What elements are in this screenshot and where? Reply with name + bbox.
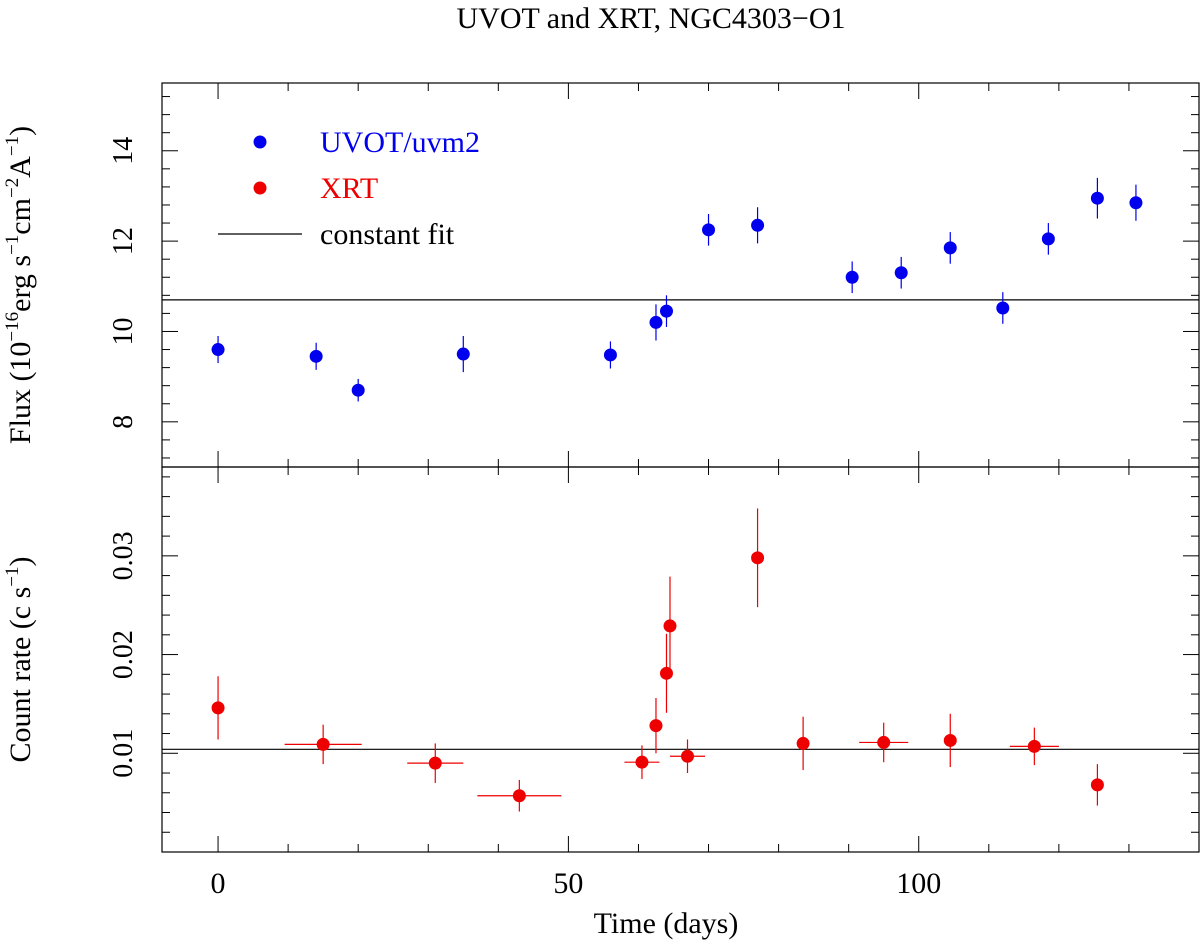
ylabel-superscript: −2 [2, 178, 23, 198]
top-y-tick-label: 14 [108, 137, 139, 165]
bottom-data-point [428, 756, 442, 770]
top-data-point [309, 349, 323, 363]
bottom-data-point [512, 789, 526, 803]
top-data-point [351, 383, 365, 397]
legend-marker [253, 181, 267, 195]
ylabel-superscript: −1 [2, 567, 23, 587]
top-data-point [603, 348, 617, 362]
x-tick-label: 100 [896, 867, 941, 900]
bottom-data-point [635, 755, 649, 769]
top-data-point [894, 266, 908, 280]
bottom-y-tick-label: 0.03 [108, 531, 139, 580]
bottom-panel-frame [161, 466, 1200, 853]
top-y-tick-label: 12 [108, 227, 139, 255]
top-data-point [996, 301, 1010, 315]
bottom-data-point [796, 736, 810, 750]
bottom-data-point [943, 733, 957, 747]
bottom-y-tick-label: 0.01 [108, 729, 139, 778]
top-data-point [1129, 196, 1143, 210]
bottom-data-point [659, 666, 673, 680]
top-data-point [1041, 232, 1055, 246]
top-panel-frame [161, 82, 1200, 468]
x-tick-label: 50 [553, 867, 583, 900]
ylabel-segment: Count rate (c s [4, 587, 37, 763]
bottom-y-axis-label: Count rate (c s−1) [2, 557, 37, 763]
top-data-point [1090, 191, 1104, 205]
top-data-point [211, 343, 225, 357]
top-y-axis-label: Flux (10−16erg s−1cm−2A−1) [2, 126, 37, 444]
bottom-data-point [1090, 778, 1104, 792]
bottom-data-point [1027, 739, 1041, 753]
bottom-data-point [681, 749, 695, 763]
legend-marker [253, 135, 267, 149]
top-data-point [702, 223, 716, 237]
legend-label: constant fit [320, 218, 455, 251]
ylabel-segment: erg s [4, 255, 37, 312]
bottom-data-point [663, 619, 677, 633]
top-data-point [456, 347, 470, 361]
bottom-data-point [751, 551, 765, 565]
ylabel-segment: cm [4, 198, 37, 235]
legend-label: UVOT/uvm2 [320, 126, 480, 159]
top-data-point [649, 315, 663, 329]
legend-label: XRT [320, 172, 378, 205]
bottom-data-point [649, 719, 663, 733]
top-data-point [845, 270, 859, 284]
ylabel-superscript: −16 [2, 312, 23, 342]
top-y-tick-label: 8 [108, 415, 139, 429]
ylabel-segment: ) [4, 557, 37, 567]
top-data-point [943, 241, 957, 255]
top-data-point [751, 218, 765, 232]
chart-title: UVOT and XRT, NGC4303−O1 [457, 2, 846, 35]
ylabel-segment: Flux (10 [4, 342, 37, 445]
bottom-data-point [316, 737, 330, 751]
bottom-data-point [211, 701, 225, 715]
top-y-tick-label: 10 [108, 317, 139, 345]
ylabel-superscript: −1 [2, 136, 23, 156]
ylabel-segment: A [4, 156, 37, 178]
ylabel-segment: ) [4, 126, 37, 136]
x-axis-label: Time (days) [594, 907, 739, 940]
xrt-count-rate-panel: 0.01 0.02 0.03 Count rate (c s−1) 0 50 100 [2, 466, 1200, 900]
ylabel-superscript: −1 [2, 235, 23, 255]
top-data-point [659, 304, 673, 318]
x-tick-label: 0 [211, 867, 226, 900]
bottom-data-point [877, 735, 891, 749]
bottom-y-tick-label: 0.02 [108, 630, 139, 679]
